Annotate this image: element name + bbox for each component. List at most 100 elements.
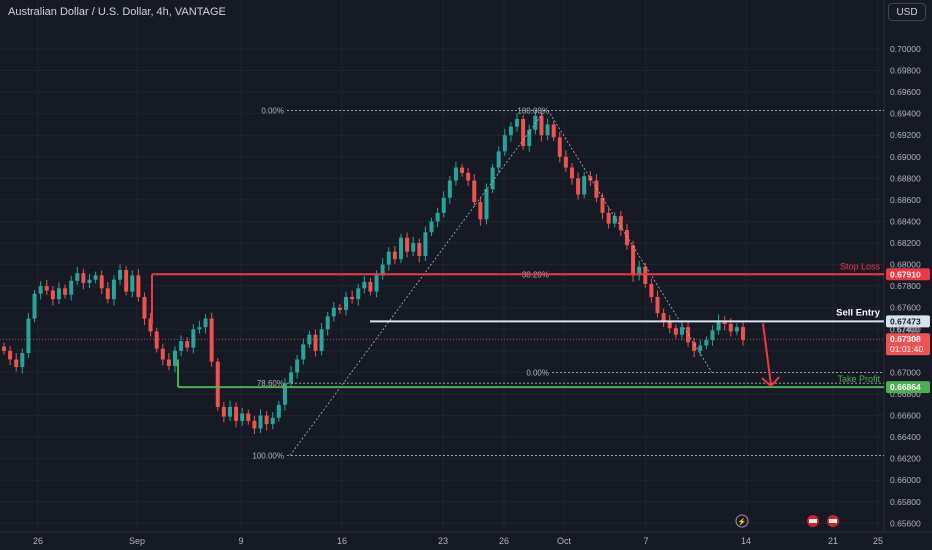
candle-body [698,345,703,351]
candle-body [154,331,159,349]
candle-body [673,328,678,335]
candle-body [386,251,391,265]
candle-body [50,290,55,300]
candle-body [234,406,239,421]
x-tick-label: 9 [238,536,243,546]
candle-body [563,156,568,168]
y-tick-label: 0.69600 [890,87,921,97]
candle-body [576,178,581,195]
candle-body [148,318,153,332]
candle-body [594,180,599,198]
candle-body [337,307,342,310]
current-price-tag: 0.67308 [890,334,921,344]
candle-body [136,275,141,297]
y-tick-label: 0.66400 [890,432,921,442]
y-tick-label: 0.66800 [890,389,921,399]
stop-loss-price-tag: 0.67910 [890,269,921,279]
symbol-title: Australian Dollar / U.S. Dollar, 4h, VAN… [8,6,226,18]
candle-body [643,266,648,285]
candle-body [472,180,477,203]
candle-body [624,230,629,246]
sell-entry-label: Sell Entry [836,307,881,318]
candle-body [374,275,379,292]
candle-body [582,176,587,195]
y-tick-label: 0.65600 [890,518,921,528]
candle-body [258,415,263,429]
candle-body [8,350,13,360]
take-profit-price-tag-bg [886,381,930,394]
candle-body [612,216,617,224]
candle-body [142,296,147,319]
candle-body [441,197,446,213]
candle-body [453,167,458,181]
us-flag-stripe [809,519,817,523]
y-tick-label: 0.67400 [890,324,921,334]
y-tick-label: 0.68200 [890,238,921,248]
y-tick-label: 0.67800 [890,281,921,291]
candle-body [38,286,43,294]
candle-body [417,243,422,256]
candle-body [545,124,550,136]
candle-body [557,137,562,157]
candle-body [466,172,471,181]
y-tick-label: 0.67000 [890,367,921,377]
stop-loss-price-tag-bg [886,268,930,281]
candle-body [515,119,520,127]
candle-body [111,279,116,300]
x-tick-label: 23 [438,536,448,546]
lightning-glyph: ⚡ [738,517,747,526]
candle-body [173,350,178,366]
candle-body [734,327,739,332]
candle-body [569,167,574,179]
candle-body [356,288,361,300]
candle-body [44,286,49,291]
y-tick-label: 0.69200 [890,130,921,140]
x-tick-label: 7 [643,536,648,546]
y-tick-label: 0.66000 [890,475,921,485]
price-sub-label: 0.67400 [890,325,919,334]
candle-body [227,406,232,417]
candle-body [447,180,452,198]
candle-body [295,359,300,373]
take-profit-label: Take Profit [837,374,880,384]
candle-body [508,126,513,136]
y-tick-label: 0.68000 [890,260,921,270]
candle-body [14,359,19,368]
x-tick-label: 14 [741,536,751,546]
fib-level-label: 78.60% [257,379,284,388]
candle-body [527,129,532,146]
candle-body [692,342,697,351]
candle-body [221,406,226,417]
x-tick-label: 21 [828,536,838,546]
candle-body [105,288,110,300]
countdown-label: 01:01:40 [890,344,923,354]
candle-body [118,269,123,280]
candle-body [282,383,287,405]
candle-body [496,151,501,168]
candle-body [405,237,410,252]
take-profit-price-tag: 0.66864 [890,382,921,392]
candle-body [704,340,709,346]
candle-body [32,293,37,319]
candle-body [166,359,171,366]
candle-body [521,119,526,146]
candle-body [429,221,434,233]
candle-body [93,275,98,280]
candle-body [75,273,80,281]
y-tick-label: 0.69400 [890,109,921,119]
current-price-tag-bg [886,333,930,356]
y-tick-label: 0.68600 [890,195,921,205]
fib-diagonal-left [289,110,546,456]
currency-button[interactable]: USD [888,3,926,21]
candle-body [20,353,25,368]
y-tick-label: 0.65800 [890,497,921,507]
candle-body [203,318,208,328]
stop-loss-label: Stop Loss [840,261,881,271]
candle-body [179,341,184,351]
candle-body [252,420,257,429]
x-tick-label: Oct [557,536,572,546]
candle-body [215,361,220,407]
x-tick-label: Sep [129,536,145,546]
